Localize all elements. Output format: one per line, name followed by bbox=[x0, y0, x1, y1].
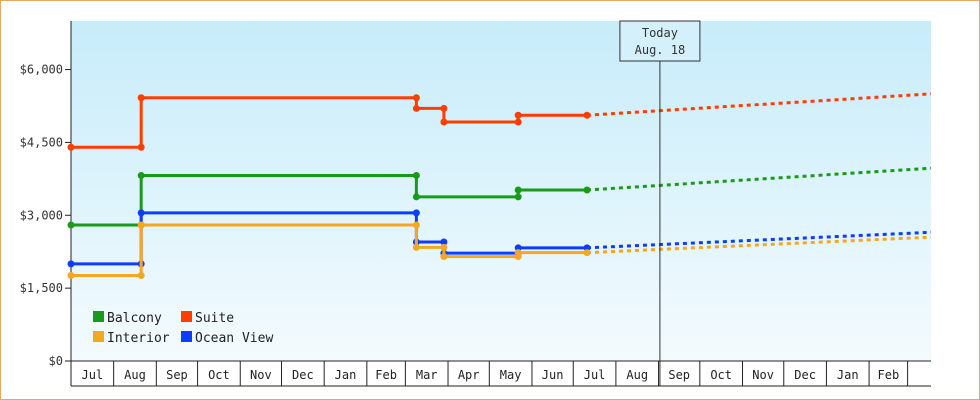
month-label: Jul bbox=[81, 368, 103, 382]
series-projection-interior bbox=[586, 235, 932, 255]
month-label: Feb bbox=[878, 368, 900, 382]
data-point[interactable] bbox=[412, 193, 420, 201]
data-point[interactable] bbox=[137, 221, 145, 229]
data-point[interactable] bbox=[412, 209, 420, 217]
data-point[interactable] bbox=[67, 272, 75, 280]
legend-swatch-ocean-view bbox=[181, 331, 192, 342]
y-tick-label: $0 bbox=[49, 354, 63, 368]
data-point[interactable] bbox=[440, 238, 448, 246]
month-label: Feb bbox=[375, 368, 397, 382]
month-label: May bbox=[500, 368, 522, 382]
today-label: Today bbox=[642, 26, 678, 40]
y-tick-label: $4,500 bbox=[20, 135, 63, 149]
data-point[interactable] bbox=[514, 249, 522, 257]
data-point[interactable] bbox=[583, 111, 591, 119]
month-label: Jul bbox=[584, 368, 606, 382]
data-point[interactable] bbox=[67, 221, 75, 229]
legend-label-interior: Interior bbox=[107, 331, 170, 346]
data-point[interactable] bbox=[412, 221, 420, 229]
month-label: Nov bbox=[250, 368, 272, 382]
month-label: Aug bbox=[124, 368, 146, 382]
legend-swatch-suite bbox=[181, 311, 192, 322]
data-point[interactable] bbox=[440, 118, 448, 126]
month-label: Sep bbox=[668, 368, 690, 382]
data-point[interactable] bbox=[412, 104, 420, 112]
month-label: Dec bbox=[292, 368, 314, 382]
month-label: Jan bbox=[837, 368, 859, 382]
plot-area bbox=[71, 21, 931, 361]
series-projection-ocean-view bbox=[586, 230, 932, 250]
data-point[interactable] bbox=[583, 249, 591, 257]
data-point[interactable] bbox=[440, 253, 448, 261]
data-point[interactable] bbox=[412, 243, 420, 251]
y-tick-label: $1,500 bbox=[20, 281, 63, 295]
data-point[interactable] bbox=[514, 244, 522, 252]
month-label: Oct bbox=[208, 368, 230, 382]
month-label: Sep bbox=[166, 368, 188, 382]
month-label: Jun bbox=[542, 368, 564, 382]
y-tick-label: $3,000 bbox=[20, 208, 63, 222]
data-point[interactable] bbox=[137, 272, 145, 280]
y-tick-label: $6,000 bbox=[20, 63, 63, 77]
data-point[interactable] bbox=[67, 143, 75, 151]
data-point[interactable] bbox=[514, 186, 522, 194]
data-point[interactable] bbox=[514, 118, 522, 126]
data-point[interactable] bbox=[440, 243, 448, 251]
today-box bbox=[619, 20, 701, 62]
legend-swatch-balcony bbox=[93, 311, 104, 322]
data-point[interactable] bbox=[412, 94, 420, 102]
legend-swatch-interior bbox=[93, 331, 104, 342]
data-point[interactable] bbox=[137, 171, 145, 179]
series-projection-suite bbox=[586, 92, 932, 117]
data-point[interactable] bbox=[440, 104, 448, 112]
month-label: Jan bbox=[335, 368, 357, 382]
today-date: Aug. 18 bbox=[635, 43, 686, 57]
month-label: Oct bbox=[710, 368, 732, 382]
data-point[interactable] bbox=[514, 193, 522, 201]
month-label: Apr bbox=[458, 368, 480, 382]
data-point[interactable] bbox=[514, 111, 522, 119]
series-projection-balcony bbox=[586, 166, 932, 192]
data-point[interactable] bbox=[137, 209, 145, 217]
data-point[interactable] bbox=[583, 244, 591, 252]
data-point[interactable] bbox=[137, 94, 145, 102]
month-label: Nov bbox=[752, 368, 774, 382]
legend-label-suite: Suite bbox=[195, 311, 234, 326]
month-label: Mar bbox=[416, 368, 438, 382]
data-point[interactable] bbox=[412, 171, 420, 179]
month-label: Aug bbox=[626, 368, 648, 382]
legend-label-balcony: Balcony bbox=[107, 311, 162, 326]
legend-label-ocean-view: Ocean View bbox=[195, 331, 273, 346]
data-point[interactable] bbox=[583, 186, 591, 194]
month-label: Dec bbox=[794, 368, 816, 382]
data-point[interactable] bbox=[137, 143, 145, 151]
data-point[interactable] bbox=[67, 260, 75, 268]
